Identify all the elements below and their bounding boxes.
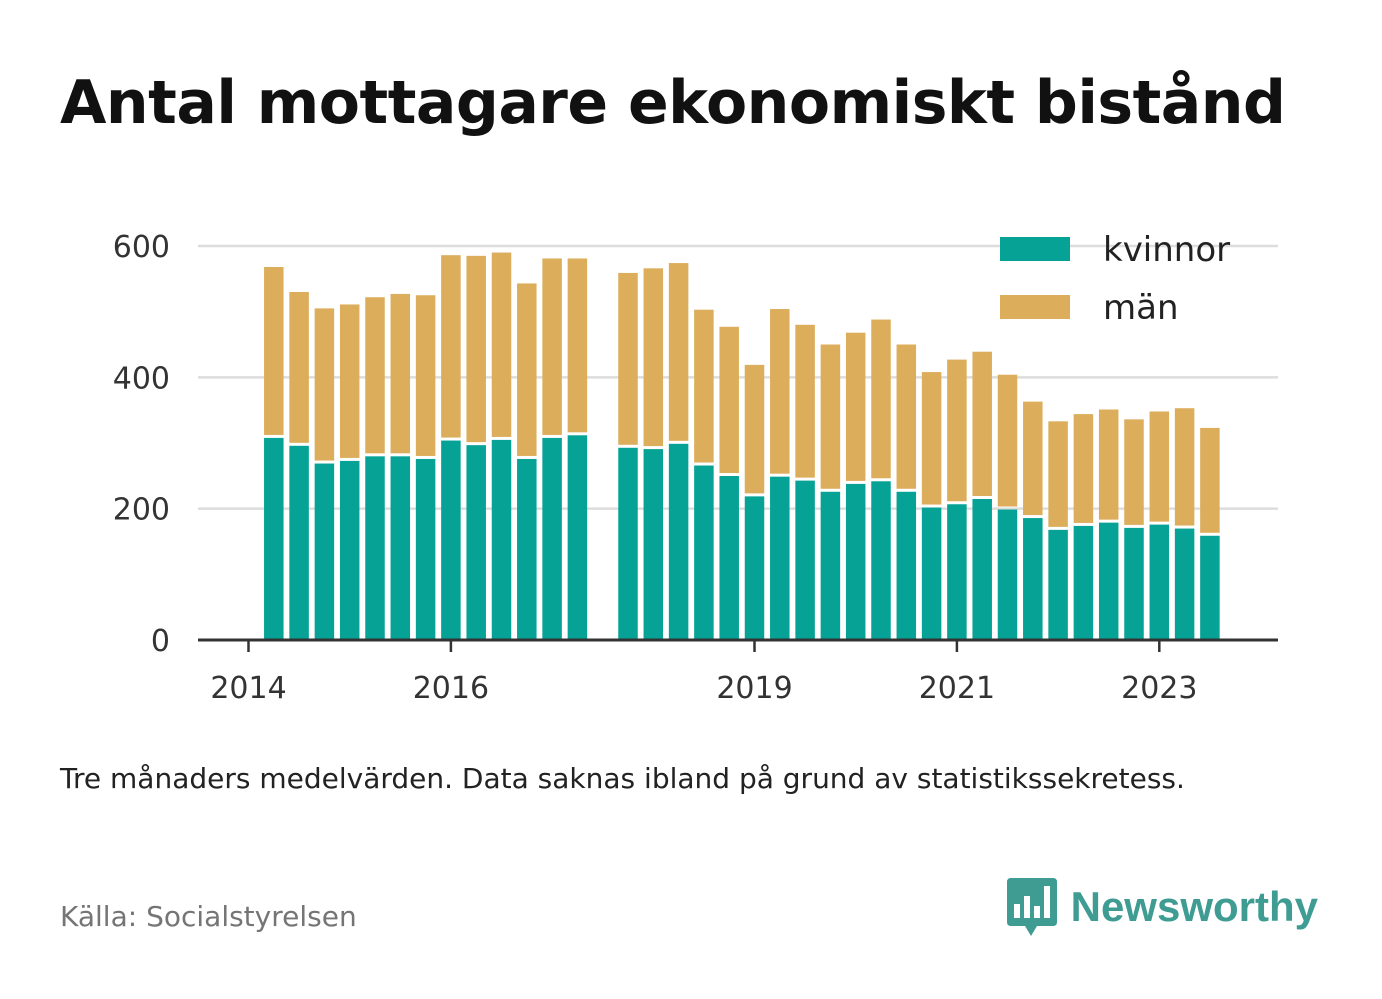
bar-kvinnor <box>694 465 714 640</box>
chart-bars-speech-bubble-icon <box>1006 878 1057 936</box>
bar-kvinnor <box>466 445 486 640</box>
bar-kvinnor <box>339 460 360 640</box>
bar-kvinnor <box>289 445 309 640</box>
bar-kvinnor <box>1124 527 1144 640</box>
bar-man <box>643 268 664 447</box>
bar-man <box>668 263 689 441</box>
bar-man <box>1124 419 1144 525</box>
bar-man <box>1098 409 1119 520</box>
y-tick-label: 600 <box>113 230 170 265</box>
bar-man <box>947 359 967 502</box>
bar-kvinnor <box>845 483 866 640</box>
bar-man <box>339 304 360 458</box>
bar-man <box>466 255 486 443</box>
bar-kvinnor <box>1073 525 1094 640</box>
chart-note: Tre månaders medelvärden. Data saknas ib… <box>60 762 1185 795</box>
bar-kvinnor <box>795 480 815 640</box>
bar-man <box>491 252 512 437</box>
bar-kvinnor <box>415 458 436 640</box>
axes: 0 200 400 600 2014 2016 2019 2021 2023 <box>113 230 1278 706</box>
bar-kvinnor <box>1149 524 1170 640</box>
brand-name: Newsworthy <box>1070 883 1318 930</box>
x-tick-label: 2016 <box>413 671 489 706</box>
bar-kvinnor <box>770 476 790 640</box>
bar-man <box>1174 408 1195 526</box>
legend-label: kvinnor <box>1103 230 1230 270</box>
bar-kvinnor <box>921 507 942 640</box>
x-tick-label: 2021 <box>919 671 995 706</box>
legend-swatch <box>1000 237 1070 261</box>
bar-man <box>972 351 992 497</box>
bar-kvinnor <box>1023 518 1043 640</box>
bar-man <box>694 309 714 463</box>
bar-kvinnor <box>947 504 967 640</box>
legend-swatch <box>1000 295 1070 319</box>
y-tick-label: 0 <box>151 624 170 659</box>
bar-man <box>1023 401 1043 516</box>
bar-kvinnor <box>618 447 638 640</box>
bar-man <box>871 319 891 479</box>
y-tick-label: 400 <box>113 361 170 396</box>
bar-kvinnor <box>820 491 841 640</box>
bar-man <box>441 255 461 438</box>
bar-kvinnor <box>441 440 461 640</box>
bar-kvinnor <box>542 437 562 640</box>
bar-kvinnor <box>1174 528 1195 640</box>
bar-kvinnor <box>643 449 664 640</box>
chart-title: Antal mottagare ekonomiskt bistånd <box>60 68 1286 138</box>
bar-man <box>542 258 562 435</box>
bar-kvinnor <box>896 491 917 640</box>
bar-kvinnor <box>871 481 891 640</box>
bar-man <box>795 324 815 478</box>
legend-label: män <box>1103 288 1179 328</box>
source-credit: Källa: Socialstyrelsen <box>60 900 357 933</box>
bar-man <box>618 272 638 445</box>
bar-man <box>1073 414 1094 523</box>
bar-man <box>264 267 284 435</box>
bar-man <box>517 283 537 456</box>
bar-man <box>415 295 436 456</box>
bar-man <box>719 326 739 474</box>
x-tick-label: 2014 <box>210 671 286 706</box>
y-tick-label: 200 <box>113 493 170 528</box>
bar-man <box>845 332 866 481</box>
legend: kvinnor män <box>1000 230 1230 328</box>
bar-kvinnor <box>972 499 992 640</box>
bar-kvinnor <box>365 456 385 640</box>
bar-kvinnor <box>1200 535 1220 640</box>
bar-man <box>1149 411 1170 522</box>
bar-kvinnor <box>390 456 411 640</box>
bar-man <box>1048 421 1068 527</box>
bar-man <box>289 291 309 443</box>
stacked-bar-chart: 0 200 400 600 2014 2016 2019 2021 2023 kvinnor mä… <box>113 230 1278 706</box>
bar-man <box>997 374 1018 507</box>
x-tick-label: 2023 <box>1121 671 1197 706</box>
bar-man <box>1200 427 1220 533</box>
bar-man <box>770 309 790 474</box>
bar-kvinnor <box>997 509 1018 640</box>
bar-man <box>390 293 411 454</box>
bar-man <box>567 258 588 433</box>
bar-kvinnor <box>1048 529 1068 640</box>
bar-kvinnor <box>1098 522 1119 640</box>
bar-series <box>264 252 1220 640</box>
bar-man <box>896 344 917 489</box>
bar-man <box>820 344 841 489</box>
bar-kvinnor <box>744 496 765 640</box>
x-tick-label: 2019 <box>716 671 792 706</box>
bar-man <box>921 372 942 505</box>
bar-kvinnor <box>491 439 512 640</box>
bar-kvinnor <box>517 458 537 640</box>
brand-logo[interactable]: Newsworthy <box>1005 876 1318 938</box>
bar-man <box>314 308 335 461</box>
bar-kvinnor <box>567 435 588 640</box>
bar-kvinnor <box>264 437 284 640</box>
bar-kvinnor <box>668 443 689 640</box>
bar-man <box>744 364 765 494</box>
bar-man <box>365 297 385 454</box>
bar-kvinnor <box>719 476 739 640</box>
bar-kvinnor <box>314 463 335 640</box>
